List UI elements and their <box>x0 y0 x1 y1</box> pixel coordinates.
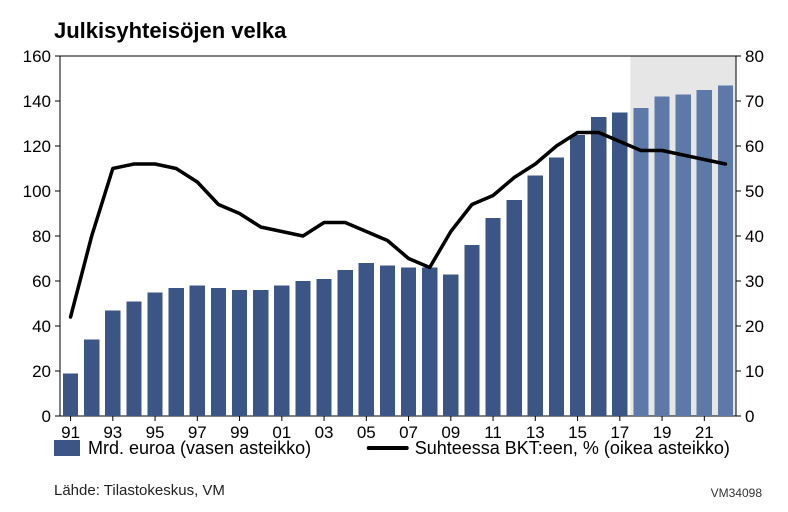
bar <box>570 135 585 416</box>
left-tick-label: 40 <box>32 317 51 336</box>
right-tick-label: 80 <box>745 47 764 66</box>
left-tick-label: 60 <box>32 272 51 291</box>
bar <box>359 263 374 416</box>
bar <box>422 268 437 417</box>
bar <box>126 301 141 416</box>
x-tick-label: 91 <box>61 423 80 442</box>
bar <box>232 290 247 416</box>
left-tick-label: 120 <box>23 137 51 156</box>
bar <box>211 288 226 416</box>
bar <box>485 218 500 416</box>
bar <box>697 90 712 416</box>
right-tick-label: 60 <box>745 137 764 156</box>
left-tick-label: 20 <box>32 362 51 381</box>
right-tick-label: 50 <box>745 182 764 201</box>
bar <box>84 340 99 417</box>
bar <box>612 112 627 416</box>
bar <box>105 310 120 416</box>
bar <box>295 281 310 416</box>
bar <box>718 85 733 416</box>
chart-svg: 0 20 40 60 80 100 120 140 160 0 10 20 30 40 50 60 70 80 91… <box>0 0 788 512</box>
chart-container: Julkisyhteisöjen velka 02040608010012014… <box>0 0 788 512</box>
bar <box>676 94 691 416</box>
bar <box>549 157 564 416</box>
bar <box>169 288 184 416</box>
left-tick-label: 160 <box>23 47 51 66</box>
bar <box>63 373 78 416</box>
right-tick-label: 30 <box>745 272 764 291</box>
source-label: Lähde: Tilastokeskus, VM <box>54 482 225 499</box>
right-tick-label: 10 <box>745 362 764 381</box>
left-tick-label: 100 <box>23 182 51 201</box>
bar <box>316 279 331 416</box>
bar <box>654 97 669 417</box>
chart-title: Julkisyhteisöjen velka <box>54 18 286 44</box>
right-tick-label: 40 <box>745 227 764 246</box>
legend-label: Mrd. euroa (vasen asteikko) <box>88 438 311 458</box>
bar <box>380 265 395 416</box>
bar <box>443 274 458 416</box>
x-tick-label: 03 <box>315 423 334 442</box>
left-tick-label: 140 <box>23 92 51 111</box>
left-tick-label: 0 <box>42 407 51 426</box>
bar <box>338 270 353 416</box>
bar <box>253 290 268 416</box>
legend-swatch-bar <box>54 440 80 456</box>
bar <box>528 175 543 416</box>
bar <box>633 108 648 416</box>
left-tick-label: 80 <box>32 227 51 246</box>
legend-label: Suhteessa BKT:een, % (oikea asteikko) <box>415 438 730 458</box>
right-tick-label: 20 <box>745 317 764 336</box>
right-tick-label: 70 <box>745 92 764 111</box>
bar <box>147 292 162 416</box>
chart-code: VM34098 <box>711 486 762 500</box>
x-tick-label: 05 <box>357 423 376 442</box>
right-tick-label: 0 <box>745 407 754 426</box>
bar <box>190 286 205 417</box>
bar <box>401 268 416 417</box>
bar <box>464 245 479 416</box>
bar <box>507 200 522 416</box>
bar <box>274 286 289 417</box>
bar <box>591 117 606 416</box>
